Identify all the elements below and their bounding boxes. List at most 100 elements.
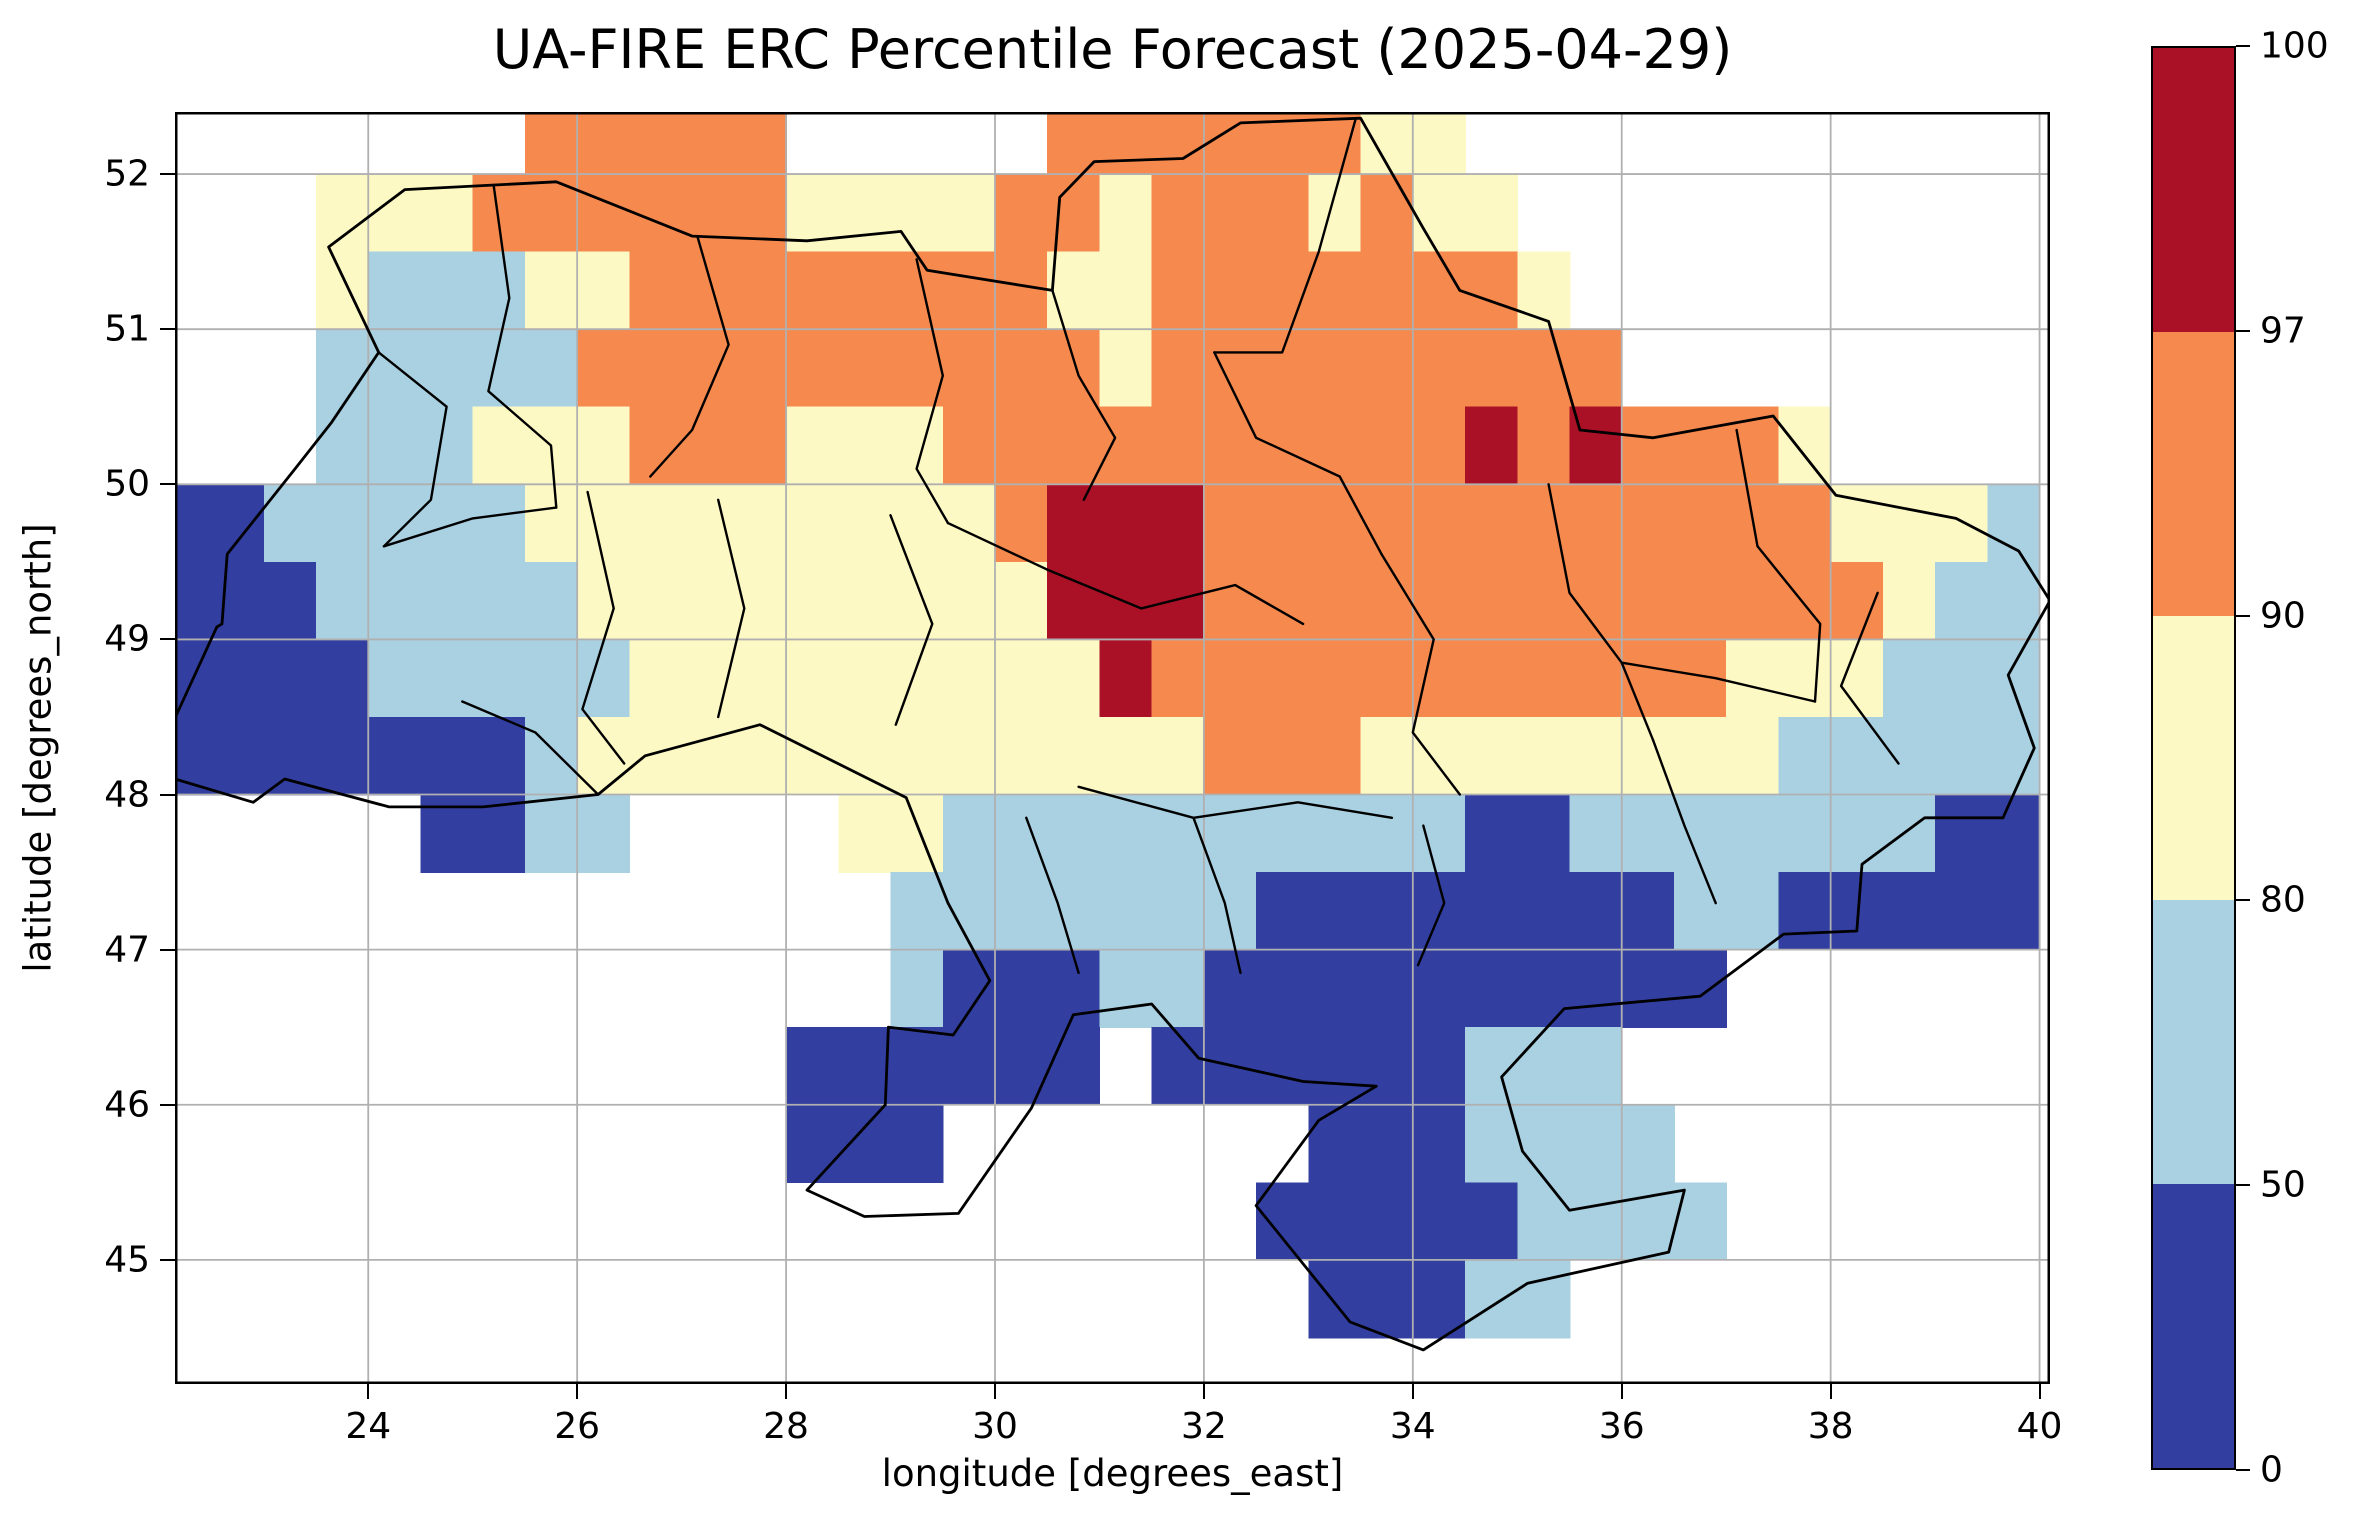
grid-cell xyxy=(629,406,683,486)
y-axis-label: latitude [degrees_north] xyxy=(16,523,60,973)
region-boundary-line xyxy=(1051,289,1117,501)
grid-cell xyxy=(1256,484,1310,563)
grid-cell xyxy=(1256,329,1310,408)
grid-cell xyxy=(1203,561,1257,641)
grid-cell xyxy=(942,406,996,486)
grid-cell xyxy=(1569,1182,1623,1261)
colorbar-tick-mark xyxy=(2236,329,2250,332)
grid-cell xyxy=(1412,639,1466,718)
grid-cell xyxy=(1882,794,1936,873)
y-tick-mark xyxy=(160,948,175,951)
grid-cell xyxy=(472,251,526,330)
grid-cell xyxy=(1621,794,1675,873)
chart-title: UA-FIRE ERC Percentile Forecast (2025-04… xyxy=(492,18,1733,81)
grid-cell xyxy=(368,251,422,330)
grid-cell xyxy=(1778,794,1832,873)
grid-cell xyxy=(1360,1027,1414,1106)
grid-cell xyxy=(1308,484,1362,563)
grid-cell xyxy=(890,872,944,951)
grid-cell xyxy=(1673,561,1727,641)
colorbar-tick-label: 80 xyxy=(2260,879,2306,921)
grid-cell xyxy=(1256,1027,1310,1106)
grid-cell xyxy=(1308,406,1362,486)
grid-cell xyxy=(420,484,474,563)
grid-cell xyxy=(1047,1027,1101,1106)
y-tick-label: 52 xyxy=(104,153,150,195)
grid-cell xyxy=(1726,872,1780,951)
grid-cell xyxy=(1517,1104,1571,1184)
grid-cell xyxy=(1099,251,1153,330)
grid-cell xyxy=(1517,561,1571,641)
grid-cell xyxy=(942,1027,996,1106)
region-boundary-line xyxy=(717,498,746,719)
grid-cell xyxy=(629,561,683,641)
grid-cell xyxy=(1360,406,1414,486)
grid-cell xyxy=(1308,1027,1362,1106)
grid-cell xyxy=(1830,794,1884,873)
grid-cell xyxy=(681,484,735,563)
grid-cell xyxy=(1203,639,1257,718)
x-tick-label: 32 xyxy=(1180,1406,1227,1447)
grid-cell xyxy=(1047,406,1101,486)
y-tick-mark xyxy=(160,1258,175,1261)
grid-cell xyxy=(1569,639,1623,718)
y-tick-mark xyxy=(160,173,175,176)
grid-cell xyxy=(838,484,892,563)
grid-cell xyxy=(890,561,944,641)
grid-cell xyxy=(1412,329,1466,408)
grid-cell xyxy=(733,406,787,486)
grid-cell xyxy=(1360,329,1414,408)
colorbar-segment xyxy=(2153,332,2234,616)
region-boundary-line xyxy=(915,258,950,525)
grid-cell xyxy=(1465,406,1519,486)
grid-cell xyxy=(1256,174,1310,253)
grid-cell xyxy=(1673,484,1727,563)
y-tick-label: 45 xyxy=(104,1239,150,1281)
grid-cell xyxy=(1517,639,1571,718)
grid-cell xyxy=(1935,716,1989,796)
grid-cell xyxy=(420,561,474,641)
grid-cell xyxy=(472,716,526,796)
grid-cell xyxy=(994,406,1049,486)
grid-cell xyxy=(1360,484,1414,563)
grid-cell xyxy=(211,484,265,563)
grid-cell xyxy=(1517,1259,1571,1339)
x-tick-mark xyxy=(785,1384,788,1399)
y-tick-mark xyxy=(160,793,175,796)
grid-cell xyxy=(681,174,735,253)
grid-cell xyxy=(1203,794,1257,873)
grid-cell xyxy=(1882,561,1936,641)
colorbar-segment xyxy=(2153,1184,2234,1468)
grid-cell xyxy=(786,561,840,641)
grid-cell xyxy=(1778,872,1832,951)
colorbar-tick-mark xyxy=(2236,1184,2250,1187)
grid-cell xyxy=(786,716,840,796)
grid-cell xyxy=(786,329,840,408)
grid-cell xyxy=(420,639,474,718)
grid-cell xyxy=(472,174,526,253)
grid-cell xyxy=(1830,484,1884,563)
grid-cell xyxy=(733,484,787,563)
region-boundary-line xyxy=(1077,785,1394,819)
grid-cell xyxy=(942,251,996,330)
grid-cell xyxy=(1517,716,1571,796)
x-tick-label: 34 xyxy=(1389,1406,1436,1447)
colorbar-tick-label: 100 xyxy=(2260,25,2329,67)
grid-cell xyxy=(733,639,787,718)
grid-cell xyxy=(524,561,578,641)
grid-cell xyxy=(942,794,996,873)
grid-cell xyxy=(577,639,631,718)
grid-cell xyxy=(1569,1104,1623,1184)
grid-cell xyxy=(838,1104,892,1184)
grid-cell xyxy=(838,794,892,873)
grid-cell xyxy=(1412,561,1466,641)
grid-cell xyxy=(1308,872,1362,951)
region-boundary-line xyxy=(1620,661,1817,703)
x-tick-label: 26 xyxy=(554,1406,601,1447)
grid-cell xyxy=(1203,949,1257,1029)
grid-cell xyxy=(942,872,996,951)
grid-cell xyxy=(1517,251,1571,330)
grid-cell xyxy=(994,1027,1049,1106)
region-boundary-line xyxy=(487,183,558,509)
